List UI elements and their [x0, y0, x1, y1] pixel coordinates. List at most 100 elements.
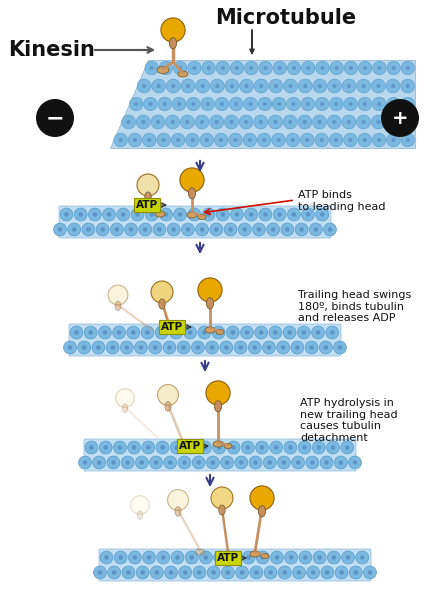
- Circle shape: [190, 555, 194, 560]
- Circle shape: [250, 566, 263, 579]
- Circle shape: [150, 66, 154, 70]
- Circle shape: [214, 133, 228, 147]
- Circle shape: [283, 115, 297, 129]
- Circle shape: [281, 223, 294, 236]
- Circle shape: [227, 441, 240, 454]
- Ellipse shape: [137, 511, 143, 519]
- Circle shape: [187, 61, 201, 75]
- Circle shape: [391, 102, 396, 106]
- Circle shape: [406, 66, 410, 70]
- Circle shape: [292, 212, 296, 217]
- Circle shape: [192, 66, 197, 70]
- Circle shape: [174, 445, 179, 450]
- Circle shape: [263, 66, 268, 70]
- Circle shape: [229, 133, 242, 147]
- Circle shape: [200, 133, 214, 147]
- Circle shape: [297, 326, 310, 339]
- Circle shape: [181, 79, 195, 93]
- Circle shape: [300, 133, 314, 147]
- Circle shape: [168, 490, 188, 510]
- Circle shape: [342, 551, 355, 564]
- Circle shape: [306, 456, 319, 469]
- Circle shape: [129, 97, 143, 111]
- Circle shape: [342, 115, 356, 129]
- Circle shape: [358, 133, 372, 147]
- Circle shape: [250, 486, 274, 510]
- Circle shape: [53, 223, 66, 236]
- Circle shape: [58, 227, 62, 231]
- Circle shape: [118, 138, 123, 142]
- Circle shape: [320, 66, 325, 70]
- Circle shape: [181, 223, 194, 236]
- Circle shape: [131, 208, 144, 221]
- Circle shape: [210, 345, 214, 350]
- Circle shape: [269, 79, 283, 93]
- Circle shape: [151, 566, 163, 579]
- Circle shape: [135, 341, 148, 354]
- Ellipse shape: [115, 301, 121, 310]
- Circle shape: [372, 133, 386, 147]
- Text: ATP hydrolysis in
new trailing head
causes tubulin
detachment: ATP hydrolysis in new trailing head caus…: [300, 398, 398, 443]
- Circle shape: [378, 66, 381, 70]
- Text: +: +: [392, 108, 408, 127]
- Circle shape: [133, 138, 137, 142]
- Circle shape: [240, 79, 253, 93]
- Circle shape: [136, 566, 149, 579]
- Circle shape: [277, 341, 289, 354]
- Circle shape: [307, 566, 319, 579]
- Circle shape: [274, 445, 279, 450]
- Text: ATP: ATP: [136, 200, 158, 210]
- Ellipse shape: [178, 71, 188, 77]
- Circle shape: [140, 570, 145, 574]
- Circle shape: [200, 551, 212, 564]
- Circle shape: [298, 441, 311, 454]
- Circle shape: [344, 97, 358, 111]
- Circle shape: [133, 555, 137, 560]
- Circle shape: [137, 79, 151, 93]
- Circle shape: [157, 227, 162, 231]
- Circle shape: [327, 115, 341, 129]
- Circle shape: [332, 84, 336, 88]
- Circle shape: [204, 555, 208, 560]
- Circle shape: [266, 345, 271, 350]
- Circle shape: [293, 566, 306, 579]
- Circle shape: [214, 551, 227, 564]
- Circle shape: [171, 84, 175, 88]
- Circle shape: [196, 223, 209, 236]
- Circle shape: [159, 208, 172, 221]
- Circle shape: [219, 138, 223, 142]
- Circle shape: [74, 330, 79, 335]
- Circle shape: [183, 570, 187, 574]
- Circle shape: [154, 460, 158, 465]
- Circle shape: [171, 133, 185, 147]
- Circle shape: [240, 326, 253, 339]
- Circle shape: [241, 441, 254, 454]
- Circle shape: [125, 460, 130, 465]
- Circle shape: [299, 551, 312, 564]
- Circle shape: [281, 345, 286, 350]
- Circle shape: [289, 84, 293, 88]
- Circle shape: [230, 97, 243, 111]
- Circle shape: [319, 138, 324, 142]
- Circle shape: [82, 345, 86, 350]
- Circle shape: [386, 115, 400, 129]
- Circle shape: [335, 566, 348, 579]
- Circle shape: [240, 570, 244, 574]
- Circle shape: [92, 212, 97, 217]
- Circle shape: [229, 120, 233, 124]
- Circle shape: [114, 551, 127, 564]
- Circle shape: [86, 227, 91, 231]
- Circle shape: [357, 79, 371, 93]
- Circle shape: [235, 456, 248, 469]
- Circle shape: [273, 208, 286, 221]
- Circle shape: [278, 566, 291, 579]
- Ellipse shape: [165, 402, 171, 411]
- FancyBboxPatch shape: [84, 439, 356, 471]
- Ellipse shape: [159, 299, 165, 309]
- Circle shape: [320, 456, 333, 469]
- Circle shape: [216, 61, 230, 75]
- Circle shape: [164, 456, 177, 469]
- Circle shape: [249, 102, 253, 106]
- Circle shape: [202, 330, 207, 335]
- Circle shape: [205, 138, 209, 142]
